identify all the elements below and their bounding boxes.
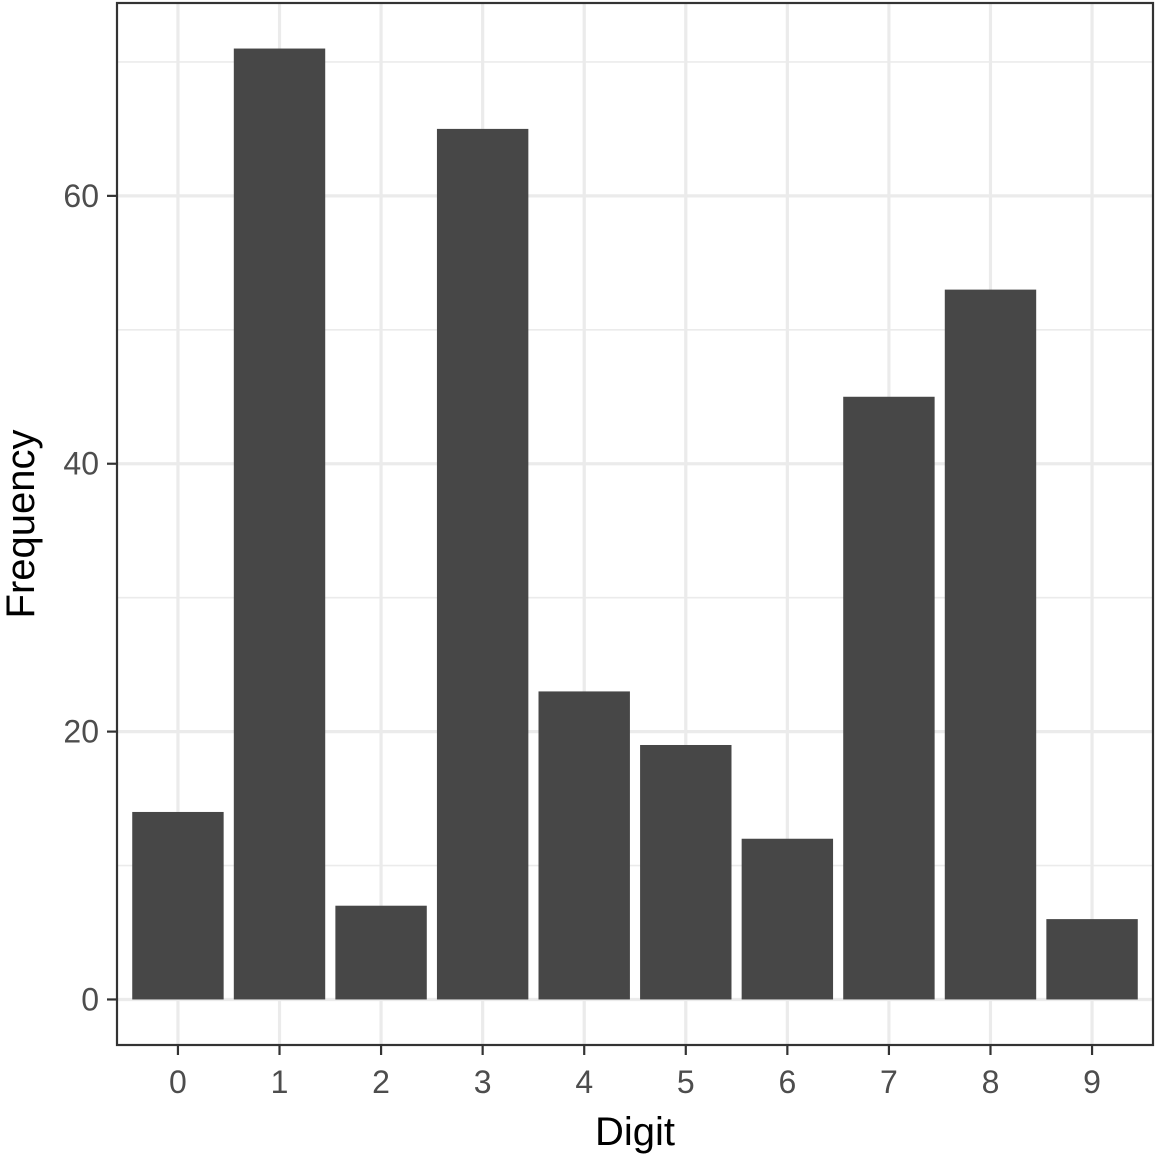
x-axis-title: Digit bbox=[595, 1110, 675, 1154]
panel-border bbox=[115, 1, 1155, 1047]
x-tick-label: 6 bbox=[778, 1064, 796, 1100]
x-tick-label: 5 bbox=[677, 1064, 695, 1100]
bar-9 bbox=[1046, 919, 1138, 1000]
x-tick-label: 9 bbox=[1083, 1064, 1101, 1100]
bar-2 bbox=[335, 905, 427, 1000]
bar-5 bbox=[640, 744, 732, 1000]
y-axis-ticks: 0 20 40 60 bbox=[63, 178, 117, 1017]
y-tick-label: 40 bbox=[63, 446, 99, 482]
x-tick-label: 1 bbox=[271, 1064, 289, 1100]
bar-4 bbox=[538, 691, 630, 1000]
bar-7 bbox=[843, 396, 935, 1000]
x-tick-label: 4 bbox=[575, 1064, 593, 1100]
bar-8 bbox=[944, 289, 1037, 1000]
bar-1 bbox=[233, 48, 326, 1000]
y-tick-label: 20 bbox=[63, 714, 99, 750]
y-tick-label: 60 bbox=[63, 178, 99, 214]
bar-6 bbox=[741, 838, 834, 1000]
bar-0 bbox=[132, 811, 224, 1000]
x-axis-ticks: 0 1 2 3 4 5 6 7 8 9 bbox=[169, 1045, 1101, 1100]
x-tick-label: 3 bbox=[474, 1064, 492, 1100]
bar-3 bbox=[436, 128, 529, 1000]
bars bbox=[132, 48, 1138, 1000]
x-tick-label: 0 bbox=[169, 1064, 187, 1100]
y-tick-label: 0 bbox=[81, 981, 99, 1017]
y-axis-title: Frequency bbox=[0, 430, 43, 619]
x-tick-label: 2 bbox=[372, 1064, 390, 1100]
x-tick-label: 8 bbox=[982, 1064, 1000, 1100]
x-tick-label: 7 bbox=[880, 1064, 898, 1100]
